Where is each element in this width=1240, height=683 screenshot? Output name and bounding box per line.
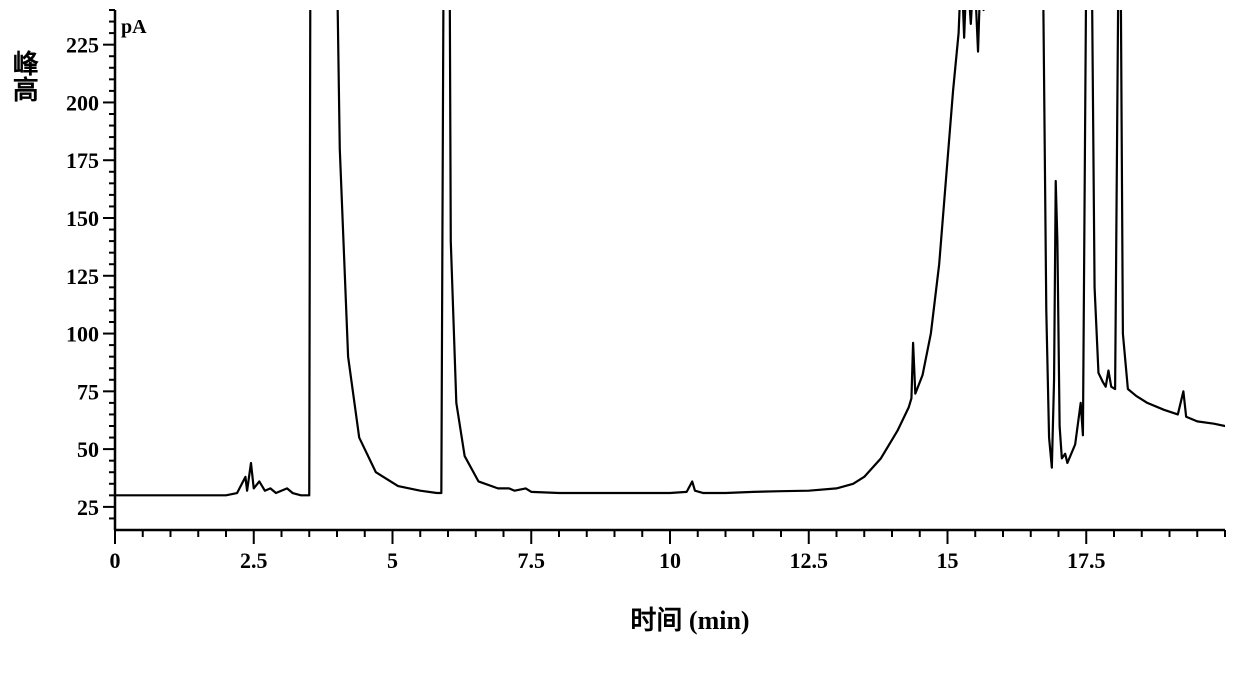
svg-text:2.5: 2.5	[240, 548, 268, 573]
svg-text:0: 0	[110, 548, 121, 573]
svg-text:225: 225	[66, 33, 99, 58]
svg-text:5: 5	[387, 548, 398, 573]
y-axis-unit: pA	[121, 16, 147, 39]
svg-text:7.5: 7.5	[518, 548, 546, 573]
svg-text:17.5: 17.5	[1067, 548, 1106, 573]
chromatogram-figure: 峰高 25507510012515017520022502.557.51012.…	[0, 0, 1240, 683]
svg-text:100: 100	[66, 322, 99, 347]
svg-text:175: 175	[66, 148, 99, 173]
svg-text:125: 125	[66, 264, 99, 289]
svg-text:10: 10	[659, 548, 681, 573]
svg-text:25: 25	[77, 495, 99, 520]
svg-text:150: 150	[66, 206, 99, 231]
plot-svg: 25 50 75 100 125 150 175 200 225 0 2.5 5 7.5 10 12.5 15…	[0, 0, 1240, 683]
svg-text:200: 200	[66, 90, 99, 115]
svg-text:12.5: 12.5	[790, 548, 829, 573]
svg-text:15: 15	[937, 548, 959, 573]
svg-text:75: 75	[77, 379, 99, 404]
x-axis-label: 时间 (min)	[590, 600, 790, 637]
svg-text:50: 50	[77, 437, 99, 462]
